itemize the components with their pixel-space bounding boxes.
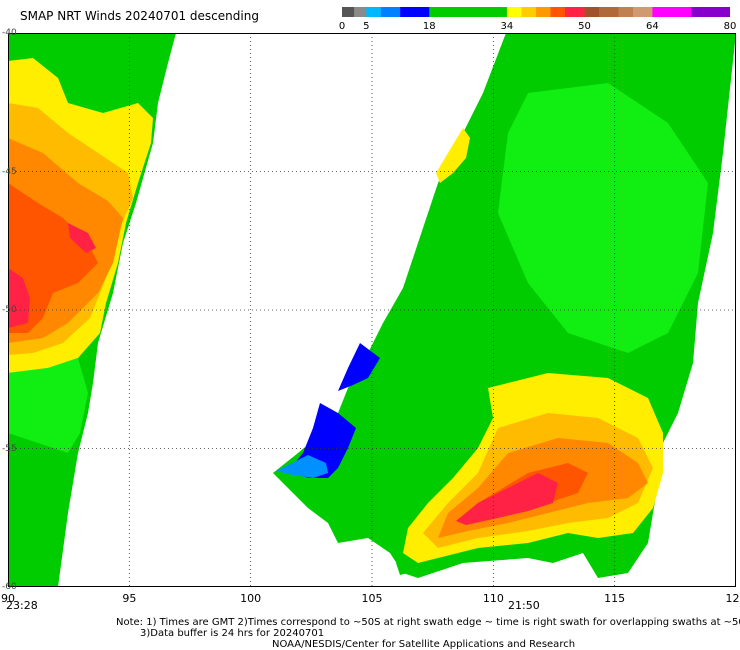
- footer-note-line1: Note: 1) Times are GMT 2)Times correspon…: [116, 617, 740, 628]
- footer-note-line2: 3)Data buffer is 24 hrs for 20240701: [140, 628, 325, 639]
- colorbar-label: 18: [422, 21, 436, 32]
- colorbar-label: 64: [646, 21, 659, 32]
- colorbar-label: 50: [578, 21, 591, 32]
- wind-speed-colorbar: [342, 7, 730, 17]
- lat-lon-grid: [8, 33, 736, 587]
- right-swath-yellow-island: [436, 128, 470, 183]
- longitude-label: 100: [240, 592, 262, 605]
- colorbar-label: 0: [338, 21, 346, 32]
- colorbar-segment: [584, 7, 600, 17]
- colorbar-segment: [400, 7, 430, 17]
- latitude-label: -40: [2, 28, 17, 38]
- longitude-label: 110: [482, 592, 504, 605]
- left-swath-deep-orange: [8, 183, 98, 333]
- latitude-label: -50: [2, 305, 17, 315]
- left-swath-red-core: [68, 223, 96, 253]
- colorbar-segment: [633, 7, 653, 17]
- colorbar-segment: [599, 7, 619, 17]
- right-swath-light-blue: [276, 455, 328, 478]
- right-swath: [273, 33, 736, 578]
- right-swath-red-core: [456, 473, 558, 525]
- longitude-label: 105: [361, 592, 383, 605]
- colorbar-segment: [550, 7, 566, 17]
- latitude-label: -45: [2, 166, 17, 177]
- colorbar-segment: [366, 7, 382, 17]
- colorbar-label: 34: [500, 21, 514, 32]
- colorbar-segment: [652, 7, 692, 17]
- colorbar-segment: [565, 7, 585, 17]
- colorbar-segment: [521, 7, 537, 17]
- map-title: SMAP NRT Winds 20240701 descending: [20, 9, 259, 23]
- swath-time-left: 23:28: [6, 599, 38, 612]
- colorbar-segment: [536, 7, 552, 17]
- left-swath-red-edge: [8, 268, 30, 328]
- wind-map: [8, 33, 736, 587]
- colorbar-segment: [506, 7, 522, 17]
- right-swath-blue: [338, 343, 380, 391]
- latitude-label: -60: [2, 582, 17, 592]
- colorbar-segment: [354, 7, 367, 17]
- colorbar-segment: [618, 7, 634, 17]
- latitude-label: -55: [2, 443, 17, 454]
- longitude-label: 120: [725, 592, 740, 605]
- longitude-label: 90: [1, 592, 15, 605]
- colorbar-segment: [342, 7, 355, 17]
- colorbar-segment: [380, 7, 401, 17]
- longitude-label: 95: [122, 592, 137, 605]
- colorbar-segment: [691, 7, 730, 17]
- longitude-label: 115: [604, 592, 626, 605]
- map-border: [8, 33, 736, 587]
- right-swath-bright-green: [498, 83, 708, 353]
- colorbar-label: 80: [723, 21, 737, 32]
- left-swath-bright-green: [8, 358, 88, 453]
- colorbar-segment: [429, 7, 508, 17]
- colorbar-label: 5: [363, 21, 370, 32]
- right-swath-green-tail: [396, 563, 408, 575]
- footer-credit: NOAA/NESDIS/Center for Satellite Applica…: [272, 639, 576, 650]
- swath-time-right: 21:50: [508, 599, 540, 612]
